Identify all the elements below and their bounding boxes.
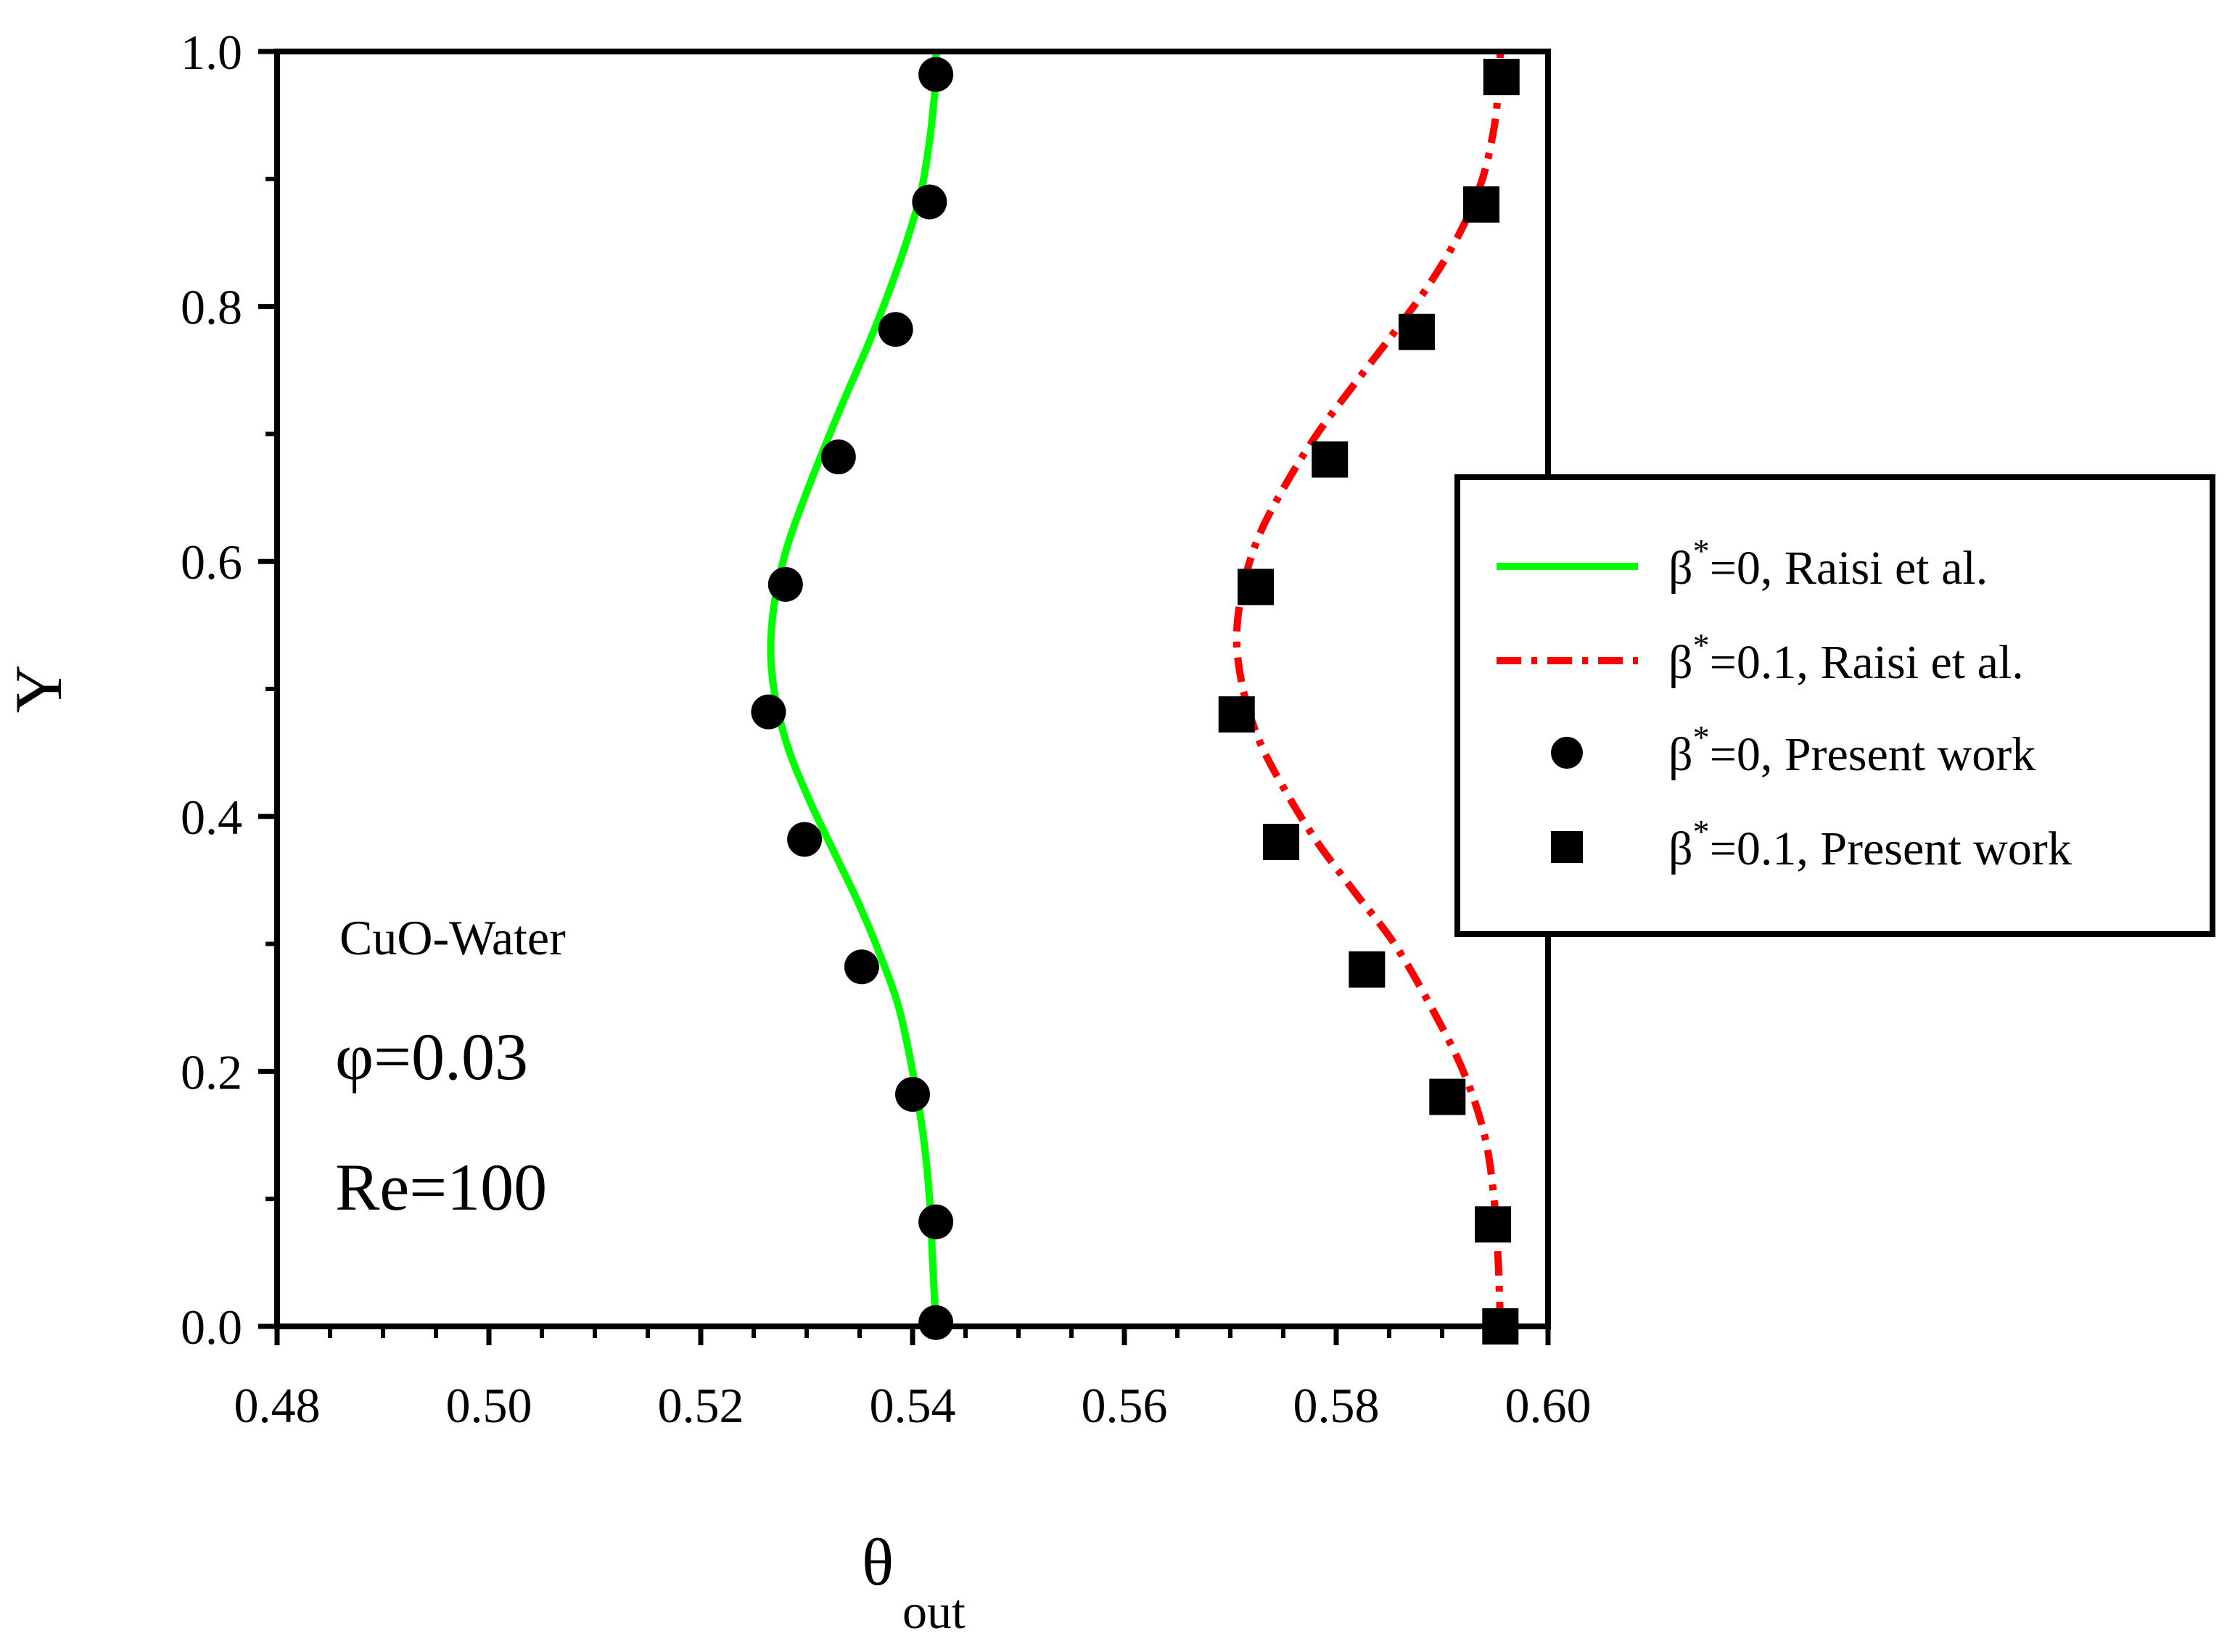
data-point-circle — [787, 822, 823, 857]
data-point-circle — [918, 57, 954, 92]
y-tick-label: 1.0 — [181, 25, 242, 80]
x-tick-label: 0.48 — [234, 1378, 321, 1433]
axes-layer: 0.48 0.50 0.52 0.54 0.56 0.58 0.60 0.0 0.2 0.4 0.6… — [181, 25, 1592, 1433]
x-tick-label: 0.54 — [870, 1378, 956, 1433]
legend-label-series-3: β*=0, Present work — [1668, 719, 2036, 781]
annotation-phi: φ=0.03 — [335, 1020, 528, 1094]
series-layer — [767, 51, 1505, 1327]
data-point-circle — [918, 1204, 954, 1239]
data-point-circle — [878, 312, 913, 347]
data-point-circle — [912, 184, 947, 220]
data-point-circle — [820, 439, 856, 475]
legend-swatch-series-3 — [1551, 737, 1583, 769]
data-point-square — [1429, 1078, 1466, 1115]
legend: β*=0, Raisi et al. β*=0.1, Raisi et al. … — [1454, 474, 2215, 937]
data-point-square — [1238, 569, 1275, 606]
y-tick-label: 0.2 — [181, 1044, 242, 1099]
y-tick-label: 0.6 — [181, 534, 242, 590]
y-tick-label: 0.4 — [181, 790, 242, 845]
legend-box — [1454, 474, 2215, 937]
legend-label-series-1: β*=0, Raisi et al. — [1668, 532, 1988, 595]
data-point-circle — [751, 694, 786, 730]
y-axis-title: Y — [1, 665, 75, 713]
data-point-square — [1463, 186, 1500, 223]
x-tick-label: 0.58 — [1293, 1378, 1380, 1433]
data-point-square — [1218, 696, 1255, 733]
x-axis-title-subscript: out — [902, 1584, 966, 1639]
data-point-square — [1312, 441, 1349, 478]
x-tick-label: 0.56 — [1082, 1378, 1168, 1433]
data-point-circle — [844, 949, 879, 985]
x-tick-label: 0.50 — [446, 1378, 532, 1433]
data-point-square — [1263, 823, 1300, 860]
data-point-square — [1483, 59, 1520, 96]
data-point-square — [1398, 313, 1435, 350]
x-tick-label: 0.60 — [1505, 1378, 1592, 1433]
x-tick-label: 0.52 — [658, 1378, 744, 1433]
plot-frame — [274, 49, 1551, 1329]
markers-layer — [751, 57, 1520, 1345]
data-point-square — [1475, 1206, 1512, 1243]
y-tick-label: 0.0 — [181, 1300, 242, 1355]
y-tick-label: 0.8 — [181, 280, 242, 335]
series-line-1 — [767, 51, 940, 1327]
annotation-re: Re=100 — [335, 1150, 547, 1224]
data-point-circle — [895, 1077, 930, 1112]
legend-swatch-series-4 — [1551, 831, 1583, 863]
data-point-square — [1349, 951, 1386, 988]
x-axis-title: θ — [862, 1525, 894, 1599]
data-point-circle — [767, 566, 803, 602]
legend-label-series-4: β*=0.1, Present work — [1668, 813, 2072, 875]
data-point-circle — [918, 1305, 954, 1340]
annotation-fluid: CuO-Water — [339, 910, 566, 965]
legend-label-series-2: β*=0.1, Raisi et al. — [1668, 627, 2024, 689]
